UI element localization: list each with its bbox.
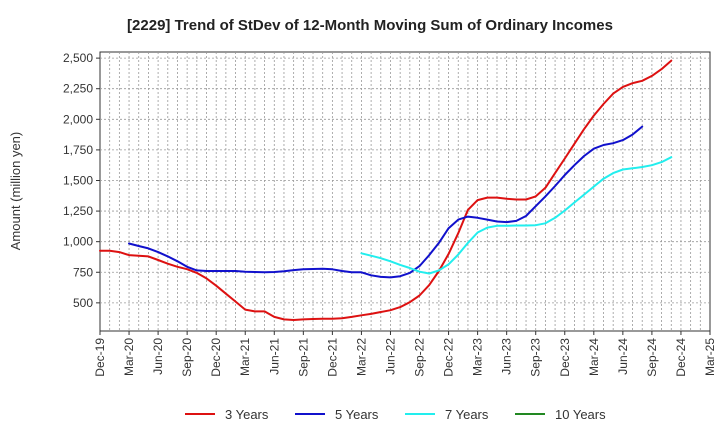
legend-item: 7 Years (405, 407, 489, 422)
x-tick-label: Dec-20 (209, 338, 223, 377)
legend-label: 5 Years (335, 407, 379, 422)
y-axis-label: Amount (million yen) (8, 132, 23, 251)
x-tick-label: Mar-24 (587, 338, 601, 376)
x-tick-label: Mar-22 (354, 338, 368, 376)
legend-label: 7 Years (445, 407, 489, 422)
y-tick-label: 2,500 (63, 51, 93, 65)
y-tick-label: 2,250 (63, 82, 93, 96)
x-tick-label: Mar-25 (703, 338, 717, 376)
y-tick-label: 500 (73, 296, 93, 310)
x-tick-label: Mar-21 (238, 338, 252, 376)
series-lines (99, 59, 673, 321)
y-tick-label: 750 (73, 265, 93, 279)
x-tick-label: Sep-23 (529, 338, 543, 377)
legend: 3 Years 5 Years 7 Years 10 Years (185, 407, 606, 422)
x-tick-label: Sep-24 (645, 338, 659, 377)
x-tick-label: Sep-20 (180, 338, 194, 377)
y-tick-label: 1,000 (63, 235, 93, 249)
series-line-5-years (128, 125, 644, 279)
x-tick-label: Mar-23 (471, 338, 485, 376)
legend-label: 3 Years (225, 407, 269, 422)
series-line-7-years (360, 156, 673, 275)
legend-item: 10 Years (515, 407, 606, 422)
y-tick-label: 2,000 (63, 112, 93, 126)
x-tick-label: Jun-22 (383, 338, 397, 375)
legend-label: 10 Years (555, 407, 606, 422)
x-tick-label: Jun-21 (267, 338, 281, 375)
x-tick-label: Jun-24 (616, 338, 630, 375)
x-tick-label: Jun-20 (151, 338, 165, 375)
plot-area (99, 51, 711, 332)
y-tick-label: 1,500 (63, 173, 93, 187)
x-tick-label: Dec-19 (93, 338, 107, 377)
legend-item: 3 Years (185, 407, 269, 422)
grid (100, 52, 710, 331)
x-tick-label: Dec-24 (674, 338, 688, 377)
x-tick-label: Dec-22 (442, 338, 456, 377)
legend-item: 5 Years (295, 407, 379, 422)
x-tick-label: Dec-23 (558, 338, 572, 377)
x-tick-label: Sep-22 (413, 338, 427, 377)
x-tick-label: Jun-23 (500, 338, 514, 375)
y-tick-label: 1,250 (63, 204, 93, 218)
x-tick-label: Mar-20 (122, 338, 136, 376)
chart-title: [2229] Trend of StDev of 12-Month Moving… (127, 17, 613, 34)
y-tick-label: 1,750 (63, 143, 93, 157)
x-tick-label: Sep-21 (296, 338, 310, 377)
y-axis-ticks: 500 750 1,000 1,250 1,500 1,750 2,000 2,250 2,50… (63, 51, 100, 310)
x-axis-ticks: Dec-19 Mar-20 Jun-20 Sep-20 Dec-20 Mar-21 Jun-… (93, 331, 717, 377)
series-line-3-years (99, 59, 673, 321)
x-tick-label: Dec-21 (325, 338, 339, 377)
